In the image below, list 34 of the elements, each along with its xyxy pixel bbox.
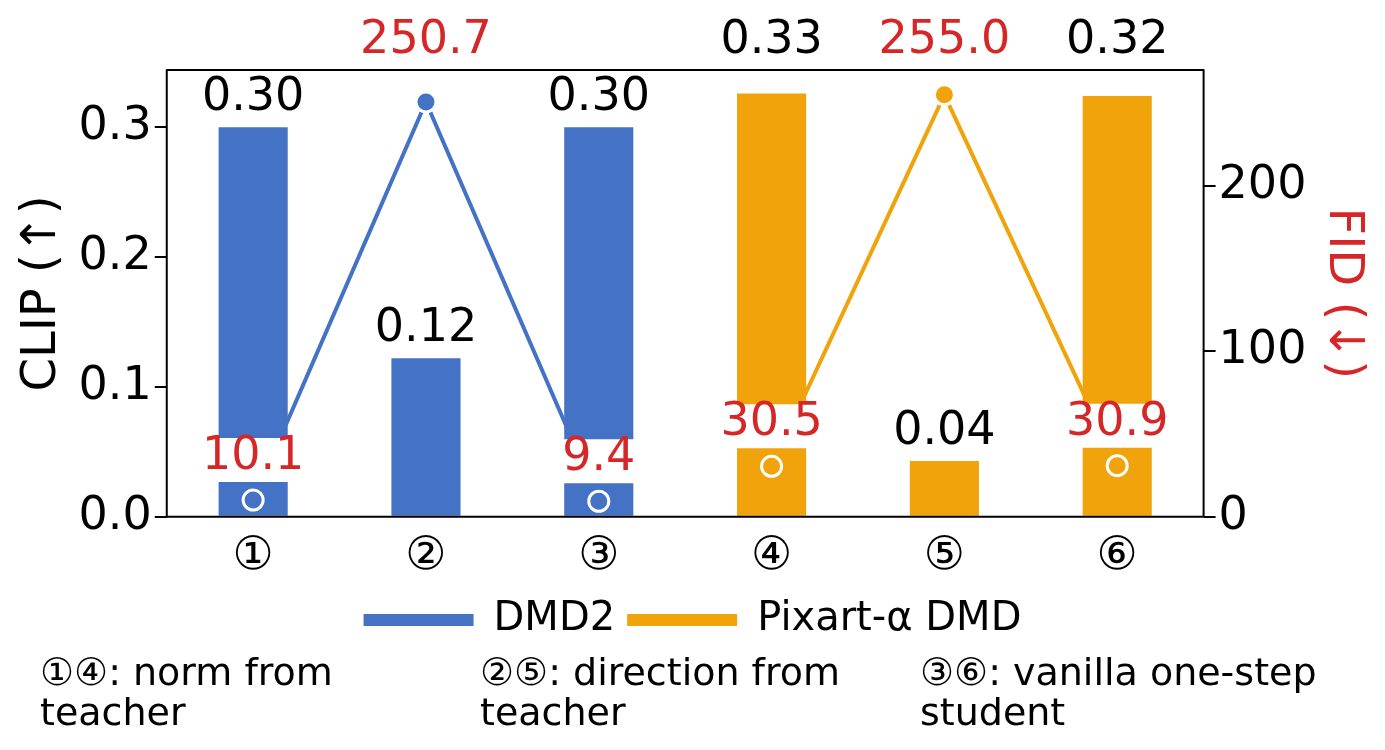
x-tick-label: ②	[405, 526, 447, 581]
data-label: 0.30	[201, 67, 305, 122]
y2-tick-label: 0	[1218, 485, 1248, 540]
y2-axis-title: FID (↓)	[1318, 207, 1375, 380]
y2-tick-label: 200	[1218, 154, 1307, 209]
data-label: 0.33	[720, 9, 823, 64]
data-label: 30.9	[1065, 391, 1169, 446]
data-label: 10.1	[201, 426, 305, 481]
data-label: 0.30	[547, 67, 650, 122]
text: ②⑤: direction from teacher	[480, 650, 842, 734]
y-tick-label: 0.0	[78, 485, 152, 540]
text: ③⑥: vanilla one-step student	[920, 650, 1318, 734]
bar	[391, 358, 461, 516]
data-label: 0.32	[1065, 9, 1169, 64]
data-label: 255.0	[878, 9, 1011, 64]
y-tick-label: 0.3	[78, 96, 152, 151]
text: ①④: norm from teacher	[40, 650, 334, 734]
data-label: 30.5	[720, 392, 823, 447]
bar	[909, 460, 979, 516]
x-tick-label: ①	[232, 526, 274, 581]
data-label: 9.4	[562, 427, 636, 482]
y2-tick-label: 100	[1218, 320, 1307, 375]
y-tick-label: 0.1	[78, 355, 152, 410]
y-tick-label: 0.2	[78, 225, 152, 280]
y-axis-title: CLIP (↑)	[10, 195, 67, 392]
x-tick-label: ⑥	[1096, 526, 1138, 581]
x-tick-label: ③	[578, 526, 620, 581]
x-tick-label: ⑤	[923, 526, 966, 581]
legend-label: DMD2	[493, 593, 616, 640]
data-label: 0.04	[893, 400, 996, 455]
legend-label: Pixart-α DMD	[757, 593, 1022, 640]
data-label: 250.7	[360, 9, 492, 64]
data-label: 0.12	[374, 298, 478, 353]
x-tick-label: ④	[750, 526, 793, 581]
